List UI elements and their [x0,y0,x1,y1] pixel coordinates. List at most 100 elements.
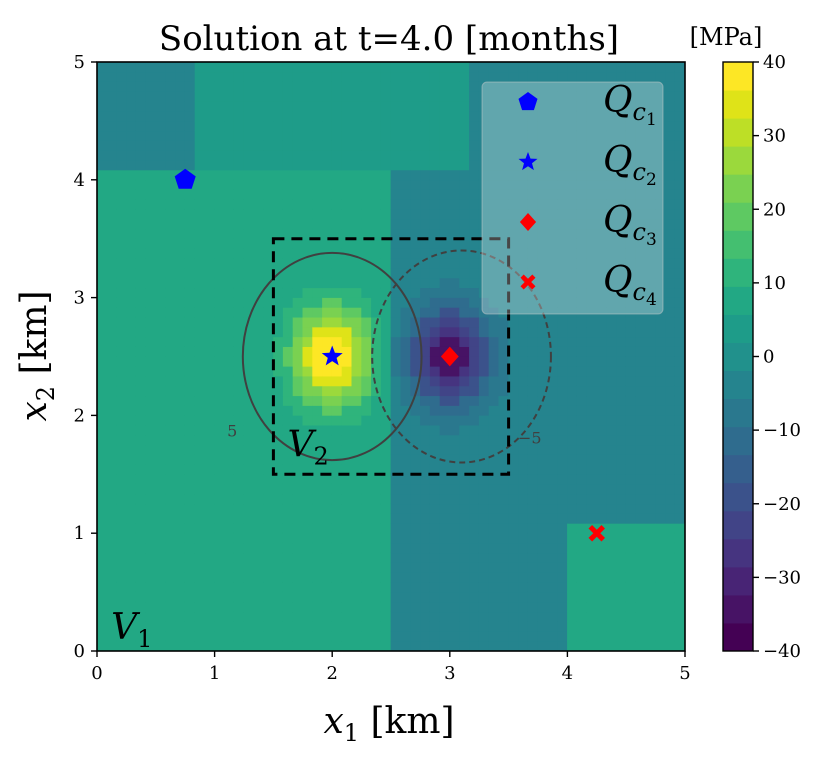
contour-cell [371,277,382,289]
contour-cell [478,297,490,308]
contour-cell [645,591,656,603]
contour-cell [449,513,460,524]
contour-cell [116,287,127,298]
contour-cell [331,415,343,426]
contour-cell [420,100,431,112]
contour-cell [537,611,549,622]
contour-cell [351,611,362,622]
contour-cell [194,356,206,367]
contour-cell [616,601,627,613]
contour-cell [557,483,568,495]
contour-cell [292,493,304,505]
contour-cell [175,356,186,367]
contour-cell [233,307,245,318]
contour-cell [194,100,206,112]
contour-cell [371,267,382,279]
contour-cell [527,611,539,622]
contour-cell [439,62,451,73]
contour-cell [586,307,598,318]
contour-cell [420,434,431,446]
contour-cell [596,100,607,112]
contour-cell [116,140,127,151]
contour-cell [537,179,549,190]
contour-cell [488,277,500,289]
contour-cell [527,297,539,308]
contour-cell [126,395,137,406]
contour-cell [97,179,108,190]
contour-cell [586,581,598,593]
contour-cell [331,140,343,151]
contour-cell [233,552,245,563]
contour-cell [390,542,402,554]
contour-cell [420,71,431,82]
contour-cell [175,277,186,289]
contour-cell [665,81,676,92]
contour-cell [625,277,637,289]
contour-cell [527,631,539,642]
contour-cell [488,91,500,102]
contour-cell [410,532,421,544]
contour-cell [674,513,685,524]
contour-cell [439,150,451,161]
contour-cell [469,297,480,308]
contour-cell [380,395,392,406]
contour-cell [429,336,441,347]
contour-cell [214,189,225,200]
contour-cell [459,493,470,505]
contour-cell [341,150,353,161]
contour-cell [606,277,617,289]
contour-cell [665,287,676,298]
contour-cell [459,287,470,298]
contour-cell [302,464,313,475]
contour-cell [204,140,215,151]
contour-cell [527,572,539,583]
contour-cell [508,395,519,406]
contour-cell [214,572,225,583]
contour-cell [635,523,647,534]
contour-cell [508,464,519,475]
contour-cell [184,415,196,426]
contour-cell [498,218,509,230]
contour-cell [322,424,333,436]
contour-cell [165,326,176,338]
contour-cell [282,336,294,347]
contour-cell [488,228,500,239]
contour-cell [459,150,470,161]
contour-cell [410,208,421,220]
contour-cell [567,179,578,190]
contour-cell [135,444,147,455]
contour-cell [292,474,304,485]
contour-cell [674,228,685,239]
contour-cell [400,464,411,475]
contour-cell [351,493,362,505]
contour-cell [126,189,137,200]
contour-cell [126,326,137,338]
contour-cell [243,444,255,455]
contour-cell [439,159,451,171]
contour-cell [478,375,490,387]
contour-cell [224,464,235,475]
contour-cell [135,81,147,92]
contour-cell [645,532,656,544]
contour-cell [361,444,372,455]
contour-cell [439,326,451,338]
contour-cell [253,375,264,387]
contour-cell [449,297,460,308]
contour-cell [135,150,147,161]
contour-cell [596,375,607,387]
contour-cell [224,523,235,534]
contour-cell [351,238,362,249]
contour-cell [527,542,539,554]
contour-cell [243,189,255,200]
contour-cell [233,277,245,289]
contour-cell [380,91,392,102]
contour-cell [420,454,431,465]
contour-cell [273,631,284,642]
contour-cell [214,316,225,328]
contour-cell [439,601,451,613]
contour-cell [488,552,500,563]
contour-cell [253,189,264,200]
y-tick-label: 4 [74,170,85,191]
contour-line-level-pos [241,251,423,462]
contour-cell [606,415,617,426]
